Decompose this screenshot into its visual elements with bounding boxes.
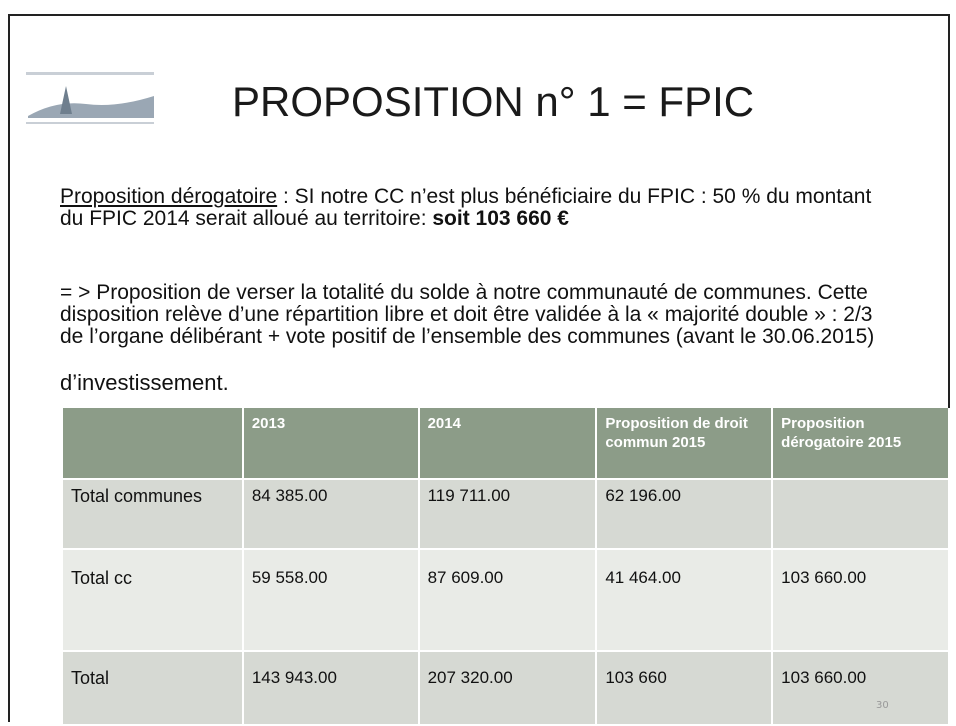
table-cell: 103 660.00 bbox=[772, 549, 950, 652]
bold-text: soit 103 660 € bbox=[432, 207, 569, 230]
table-cell: 84 385.00 bbox=[242, 479, 420, 550]
slide-title: PROPOSITION n° 1 = FPIC bbox=[232, 78, 755, 125]
header-row: 2013 2014 Proposition de droit commun 2015… bbox=[63, 408, 950, 480]
header-cell: Proposition de droit commun 2015 bbox=[596, 408, 774, 480]
logo-line bbox=[26, 72, 154, 75]
page-number: 30 bbox=[876, 700, 889, 711]
table-cell: 119 711.00 bbox=[418, 479, 598, 550]
header-cell: Proposition dérogatoire 2015 bbox=[772, 408, 950, 480]
header-cell: 2013 bbox=[242, 408, 420, 480]
table-cell: 143 943.00 bbox=[242, 651, 420, 726]
header-cell bbox=[63, 408, 244, 480]
table-cell bbox=[772, 479, 950, 550]
underlined-text: Proposition dérogatoire bbox=[60, 185, 278, 208]
table-cell: 103 660 bbox=[596, 651, 774, 726]
table-row: Total 143 943.00 207 320.00 103 660 103 660.… bbox=[63, 651, 950, 726]
table-cell: 87 609.00 bbox=[418, 549, 598, 652]
text: : SI notre CC n’est plus bénéficiaire du… bbox=[60, 185, 872, 230]
table-cell: 41 464.00 bbox=[596, 549, 774, 652]
table-cell: 62 196.00 bbox=[596, 479, 774, 550]
table-row: Total cc 59 558.00 87 609.00 41 464.00 103 6… bbox=[63, 549, 950, 652]
table-cell: Total communes bbox=[63, 479, 244, 550]
logo bbox=[26, 72, 154, 124]
table: 2013 2014 Proposition de droit commun 2015… bbox=[63, 408, 950, 726]
logo-line bbox=[26, 122, 154, 124]
table-cell: 103 660.00 bbox=[772, 651, 950, 726]
table-row: Total communes 84 385.00 119 711.00 62 196.… bbox=[63, 479, 950, 550]
logo-tower bbox=[60, 86, 72, 114]
table-cell: Total cc bbox=[63, 549, 244, 652]
logo-landscape bbox=[28, 96, 154, 118]
table-cell: Total bbox=[63, 651, 244, 726]
paragraph: d’investissement. bbox=[60, 370, 229, 395]
slide-frame bbox=[8, 14, 950, 722]
paragraph: = > Proposition de verser la totalité du… bbox=[60, 281, 875, 348]
table-cell: 59 558.00 bbox=[242, 549, 420, 652]
table-cell: 207 320.00 bbox=[418, 651, 598, 726]
paragraph: Proposition dérogatoire : SI notre CC n’… bbox=[60, 186, 880, 230]
header-cell: 2014 bbox=[418, 408, 598, 480]
